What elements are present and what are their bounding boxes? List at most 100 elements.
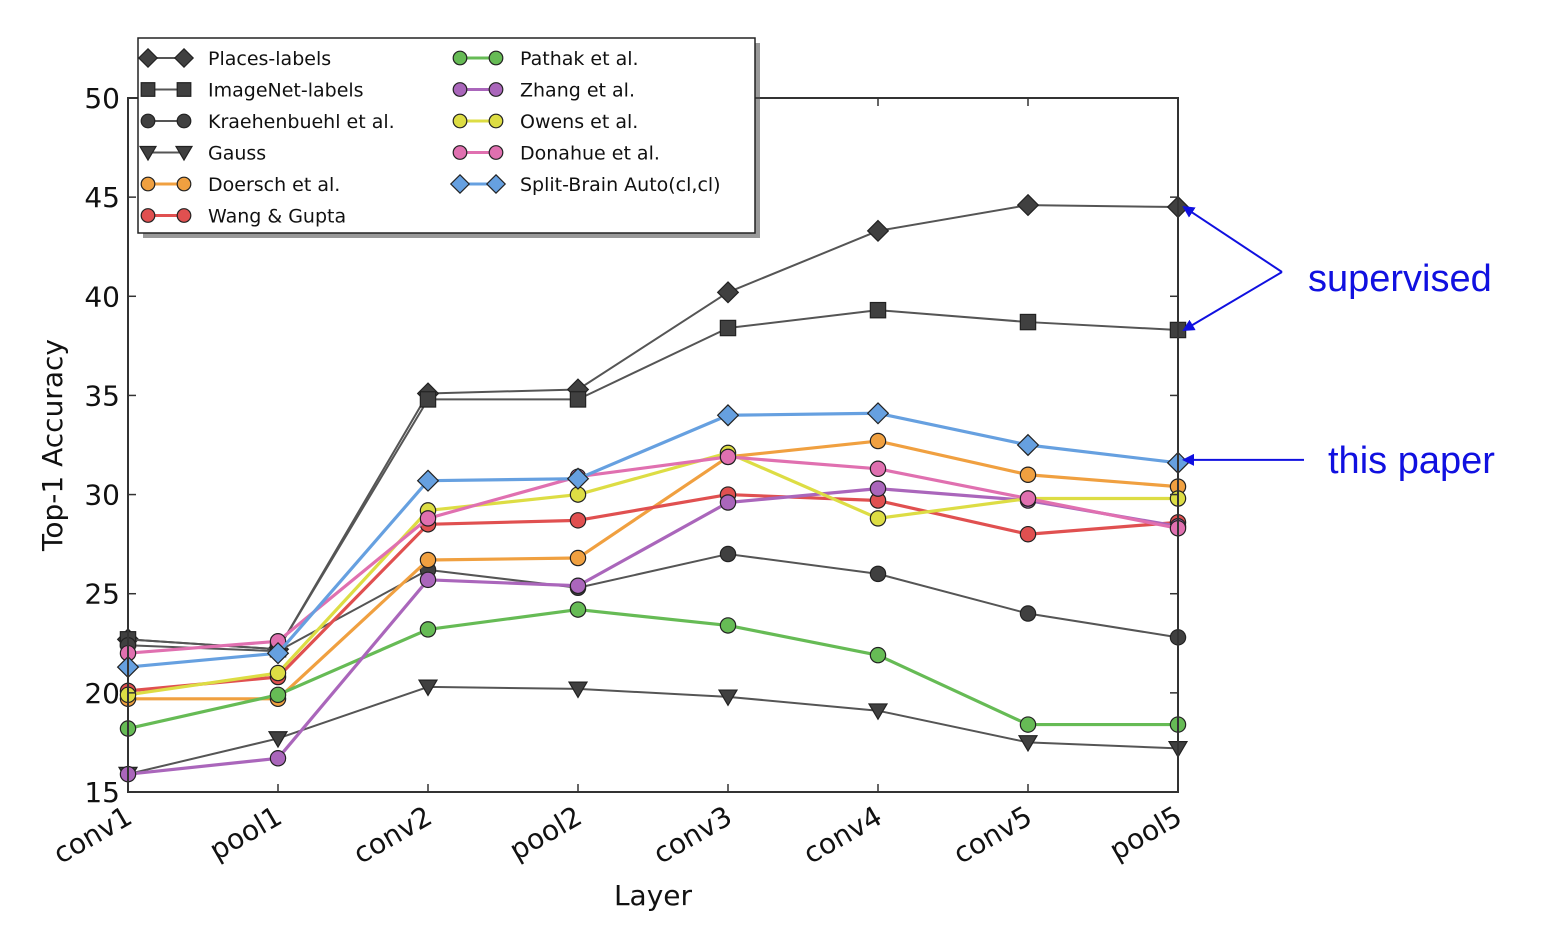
data-point-zhang-et-al-conv3 bbox=[719, 494, 737, 511]
data-point-split-brain-auto-cl-cl-conv4 bbox=[866, 402, 890, 425]
legend-marker bbox=[140, 208, 156, 223]
legend-marker bbox=[176, 208, 192, 223]
data-point-zhang-et-al-conv2 bbox=[419, 571, 437, 589]
data-point-donahue-et-al-conv5 bbox=[1019, 490, 1037, 507]
legend-marker bbox=[140, 82, 156, 97]
legend-item-wang-gupta: Wang & Gupta bbox=[140, 206, 346, 228]
series-line-kraehenbuehl-et-al bbox=[127, 553, 1179, 653]
y-tick-label: 25 bbox=[84, 578, 120, 611]
legend-item-pathak-et-al: Pathak et al. bbox=[452, 48, 639, 70]
data-point-imagenet-labels-pool2 bbox=[569, 391, 587, 408]
data-point-kraehenbuehl-et-al-conv3 bbox=[719, 545, 737, 563]
annotation-arrow bbox=[1182, 271, 1283, 332]
legend-marker bbox=[488, 50, 504, 66]
y-axis-title: Top-1 Accuracy bbox=[36, 339, 69, 552]
legend-marker bbox=[140, 176, 156, 192]
legend-marker bbox=[137, 47, 159, 69]
annotation-label: supervised bbox=[1308, 258, 1492, 300]
annotation-arrow bbox=[1182, 205, 1283, 273]
legend-label: Places-labels bbox=[208, 48, 331, 70]
series-line-imagenet-labels bbox=[127, 309, 1179, 651]
y-tick-label: 50 bbox=[84, 82, 120, 115]
data-point-doersch-et-al-conv2 bbox=[419, 551, 437, 569]
series-line-pathak-et-al bbox=[127, 607, 1178, 731]
legend-marker bbox=[488, 145, 504, 160]
legend-marker bbox=[452, 82, 468, 97]
legend-marker bbox=[485, 173, 507, 195]
legend-item-gauss: Gauss bbox=[138, 143, 266, 165]
data-point-pathak-et-al-conv3 bbox=[719, 617, 737, 634]
legend-marker bbox=[488, 113, 504, 129]
data-point-doersch-et-al-pool2 bbox=[569, 549, 587, 567]
legend-item-donahue-et-al: Donahue et al. bbox=[452, 143, 660, 165]
legend-marker bbox=[174, 145, 194, 162]
data-point-donahue-et-al-conv4 bbox=[869, 460, 887, 478]
y-tick-label: 20 bbox=[84, 677, 120, 710]
data-point-split-brain-auto-cl-cl-conv5 bbox=[1016, 433, 1040, 457]
data-point-doersch-et-al-conv4 bbox=[869, 432, 887, 450]
x-axis-title: Layer bbox=[614, 879, 693, 912]
legend-item-zhang-et-al: Zhang et al. bbox=[452, 80, 635, 102]
legend-label: Gauss bbox=[208, 143, 266, 165]
series-donahue-et-al bbox=[119, 448, 1187, 662]
data-point-split-brain-auto-cl-cl-conv2 bbox=[416, 469, 440, 492]
legend-marker bbox=[452, 145, 468, 160]
series-line-places-labels bbox=[127, 204, 1179, 651]
data-point-gauss-conv4 bbox=[867, 703, 889, 721]
x-tick-label: conv1 bbox=[48, 799, 138, 870]
legend-marker bbox=[176, 113, 192, 129]
data-point-zhang-et-al-conv4 bbox=[869, 480, 887, 497]
data-point-wang-gupta-conv5 bbox=[1019, 525, 1037, 543]
legend-label: Owens et al. bbox=[520, 111, 638, 133]
data-point-wang-gupta-pool2 bbox=[569, 512, 587, 529]
x-tick-label: conv4 bbox=[798, 799, 888, 870]
legend-item-doersch-et-al: Doersch et al. bbox=[140, 174, 340, 196]
legend-item-split-brain-auto-cl-cl: Split-Brain Auto(cl,cl) bbox=[449, 173, 721, 196]
y-tick-label: 15 bbox=[84, 776, 120, 809]
data-point-places-labels-conv4 bbox=[866, 219, 890, 243]
annotations: supervised this paper bbox=[1182, 205, 1495, 482]
legend-label: ImageNet-labels bbox=[208, 80, 364, 102]
data-point-pathak-et-al-conv5 bbox=[1019, 716, 1037, 733]
data-point-pathak-et-al-pool1 bbox=[269, 686, 287, 704]
legend-item-owens-et-al: Owens et al. bbox=[452, 111, 638, 133]
data-point-places-labels-conv3 bbox=[716, 281, 740, 304]
series-line-split-brain-auto-cl-cl bbox=[127, 411, 1179, 669]
data-point-gauss-conv2 bbox=[417, 679, 439, 697]
data-point-gauss-pool1 bbox=[267, 731, 289, 749]
legend-marker bbox=[140, 113, 156, 129]
x-tick-label: conv3 bbox=[648, 799, 738, 870]
legend-marker bbox=[449, 173, 471, 195]
data-point-gauss-conv5 bbox=[1017, 735, 1039, 753]
legend-box bbox=[137, 37, 756, 234]
annotation-label: this paper bbox=[1328, 440, 1495, 482]
legend-label: Kraehenbuehl et al. bbox=[208, 111, 395, 133]
data-point-imagenet-labels-conv5 bbox=[1019, 313, 1037, 331]
series-line-zhang-et-al bbox=[127, 487, 1179, 776]
data-point-zhang-et-al-pool2 bbox=[569, 577, 587, 595]
y-tick-label: 30 bbox=[84, 479, 120, 512]
data-point-donahue-et-al-conv3 bbox=[719, 448, 737, 466]
x-tick-label: pool5 bbox=[1104, 799, 1188, 866]
x-tick-label: pool2 bbox=[504, 799, 588, 866]
data-point-kraehenbuehl-et-al-conv4 bbox=[869, 565, 887, 583]
data-point-imagenet-labels-conv3 bbox=[719, 319, 737, 337]
legend-item-places-labels: Places-labels bbox=[137, 47, 331, 70]
data-point-kraehenbuehl-et-al-conv5 bbox=[1019, 605, 1037, 622]
x-tick-label: conv5 bbox=[948, 799, 1038, 870]
y-tick-label: 35 bbox=[84, 379, 120, 412]
legend-label: Wang & Gupta bbox=[208, 206, 346, 228]
legend-label: Split-Brain Auto(cl,cl) bbox=[520, 174, 721, 196]
data-point-split-brain-auto-cl-cl-pool2 bbox=[566, 467, 590, 490]
legend-marker bbox=[176, 82, 192, 97]
data-point-split-brain-auto-cl-cl-conv3 bbox=[716, 404, 740, 427]
series-line-owens-et-al bbox=[127, 451, 1178, 697]
legend-marker bbox=[488, 82, 504, 97]
legend-marker bbox=[176, 176, 192, 192]
data-point-zhang-et-al-pool1 bbox=[269, 750, 287, 767]
y-tick-label: 45 bbox=[84, 181, 120, 214]
x-tick-label: pool1 bbox=[204, 799, 288, 866]
legend-item-kraehenbuehl-et-al: Kraehenbuehl et al. bbox=[140, 111, 395, 133]
legend-marker bbox=[452, 113, 468, 129]
legend-label: Doersch et al. bbox=[208, 174, 340, 196]
